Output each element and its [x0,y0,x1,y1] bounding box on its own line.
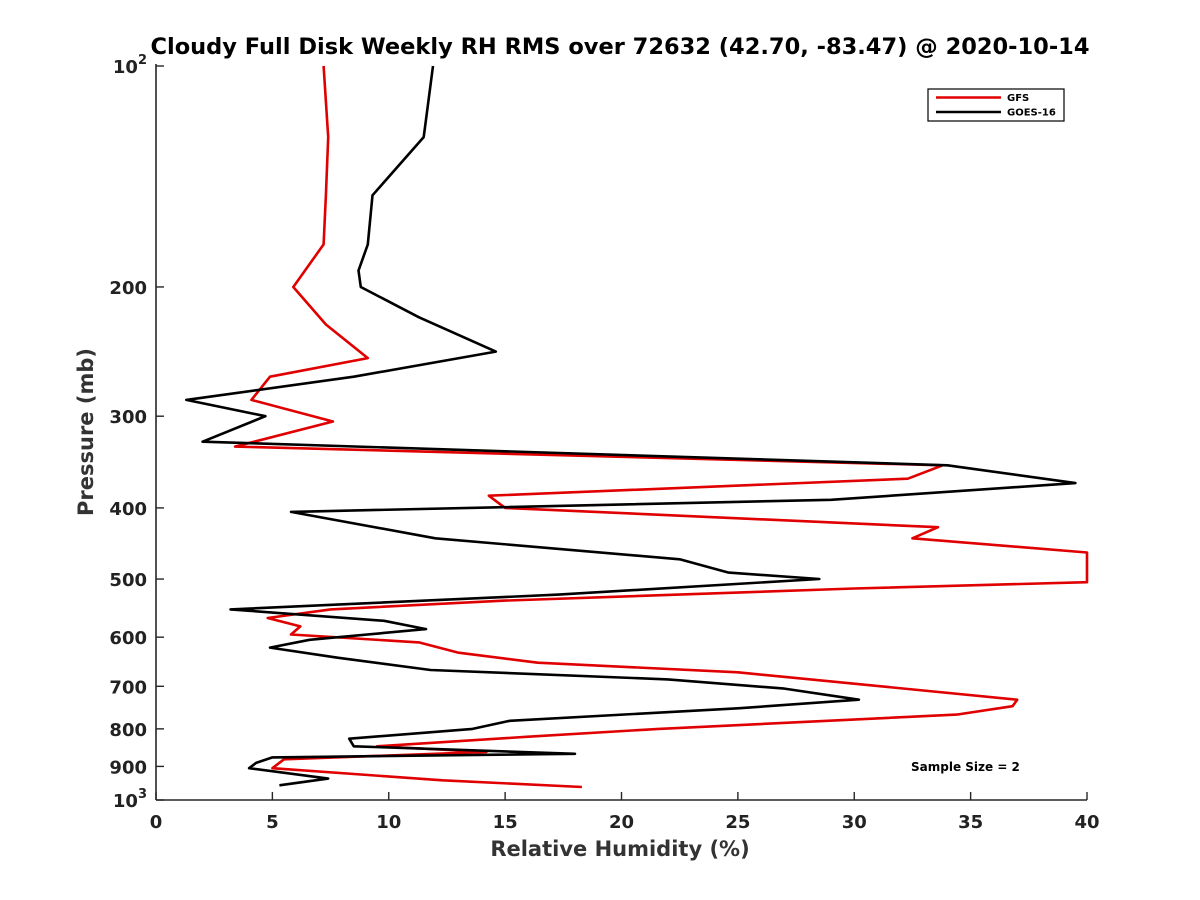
x-tick-label: 10 [376,812,401,833]
x-axis-label: Relative Humidity (%) [490,837,749,861]
y-tick-label: 300 [109,407,147,428]
legend-label-gfs: GFS [1007,93,1029,104]
x-tick-label: 20 [609,812,634,833]
y-tick-label: 102 [113,53,147,78]
x-tick-label: 40 [1074,812,1099,833]
chart-title: Cloudy Full Disk Weekly RH RMS over 7263… [150,34,1089,60]
sample-size-annotation: Sample Size = 2 [911,760,1020,774]
x-tick-label: 0 [150,812,163,833]
x-axis-ticks: 0 5 10 15 20 25 30 35 40 [150,792,1100,833]
x-tick-label: 30 [842,812,867,833]
y-tick-label: 103 [113,787,147,812]
y-tick-label: 800 [109,720,147,741]
x-tick-label: 25 [725,812,750,833]
y-tick-label: 400 [109,499,147,520]
y-axis-ticks: 102 200 300 400 500 600 700 800 900 103 [109,53,164,812]
series-line-gfs [233,65,1089,789]
y-tick-label: 900 [109,757,147,778]
x-tick-label: 35 [958,812,983,833]
x-tick-label: 5 [266,812,279,833]
y-axis-label: Pressure (mb) [74,348,98,516]
y-tick-label: 700 [109,677,147,698]
x-tick-label: 15 [493,812,518,833]
series-line-goes16 [185,65,1077,787]
y-tick-label: 200 [109,278,147,299]
legend-box [927,88,1065,122]
series-lines [185,65,1089,789]
y-tick-label: 500 [109,570,147,591]
legend-label-goes16: GOES-16 [1007,108,1056,119]
y-tick-label: 600 [109,628,147,649]
legend: GFS GOES-16 [927,88,1065,122]
